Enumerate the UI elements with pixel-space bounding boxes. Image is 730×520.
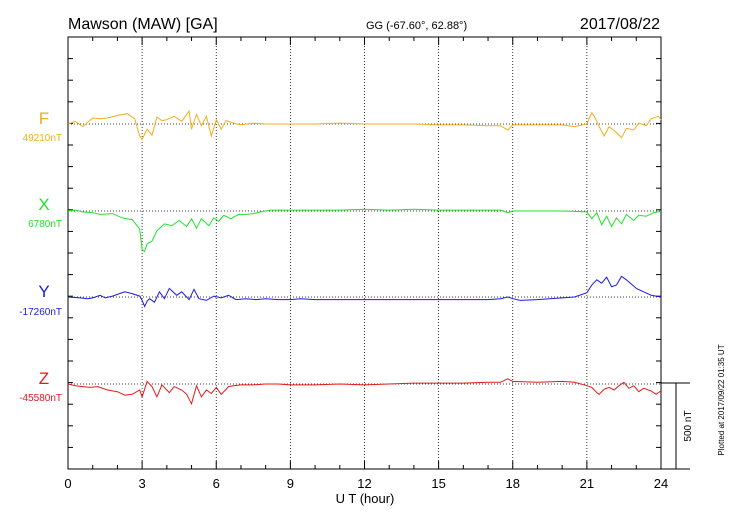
x-tick-label: 15 [431,476,445,491]
scale-bar [661,382,690,470]
series-line-X [67,208,662,253]
x-tick-label: 18 [506,476,520,491]
date-label: 2017/08/22 [580,16,660,33]
baseline-value-Y: -17260nT [19,307,62,318]
x-tick-label: 21 [580,476,594,491]
baseline-value-X: 6780nT [28,219,62,230]
baseline-value-F: 49210nT [23,133,62,144]
series-line-Y [67,275,662,308]
series-line-Z [67,378,662,406]
series-line-F [67,109,662,141]
x-tick-label: 12 [357,476,371,491]
baseline-value-Z: -45580nT [19,393,62,404]
scale-bar-label: 500 nT [683,410,694,441]
x-tick-label: 24 [654,476,668,491]
x-tick-labels: 0 3 6 9 12 15 18 21 24 [64,476,668,491]
component-label-X: X [38,195,49,214]
component-label-Y: Y [38,282,49,301]
tick-marks [67,36,662,469]
x-tick-label: 0 [64,476,71,491]
x-axis-title: U T (hour) [336,491,395,506]
x-tick-label: 6 [213,476,220,491]
gridlines [68,37,661,469]
x-tick-label: 3 [139,476,146,491]
station-title: Mawson (MAW) [GA] [68,16,218,33]
x-tick-label: 9 [287,476,294,491]
component-label-Z: Z [39,369,49,388]
coordinates-label: GG (-67.60°, 62.88°) [366,20,467,32]
component-label-F: F [39,109,49,128]
plotted-at-note: Plotted at 2017/09/22 01:35 UT [717,344,726,455]
